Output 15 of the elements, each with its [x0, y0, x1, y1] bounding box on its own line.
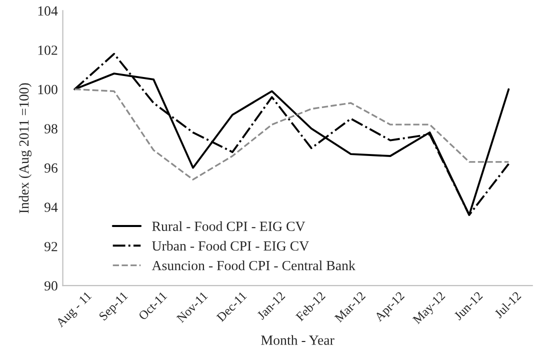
y-tick-label: 98 [44, 124, 58, 134]
x-tick-label: Aug - 11 [55, 291, 94, 330]
y-tick-label: 100 [38, 84, 58, 94]
y-tick-label: 92 [44, 242, 58, 252]
y-tick-label: 90 [44, 281, 58, 291]
y-axis-title: Index (Aug 2011 =100) [18, 83, 32, 214]
y-tick-label: 96 [44, 163, 58, 173]
legend-label: Urban - Food CPI - EIG CV [152, 240, 309, 251]
x-axis-title: Month - Year [261, 335, 334, 345]
y-tick-label: 94 [44, 202, 58, 212]
legend-label: Rural - Food CPI - EIG CV [152, 221, 306, 232]
y-tick-label: 102 [38, 46, 58, 55]
y-tick-label: 104 [38, 6, 58, 16]
legend-label: Asuncion - Food CPI - Central Bank [152, 260, 356, 270]
line-series [74, 88, 510, 180]
